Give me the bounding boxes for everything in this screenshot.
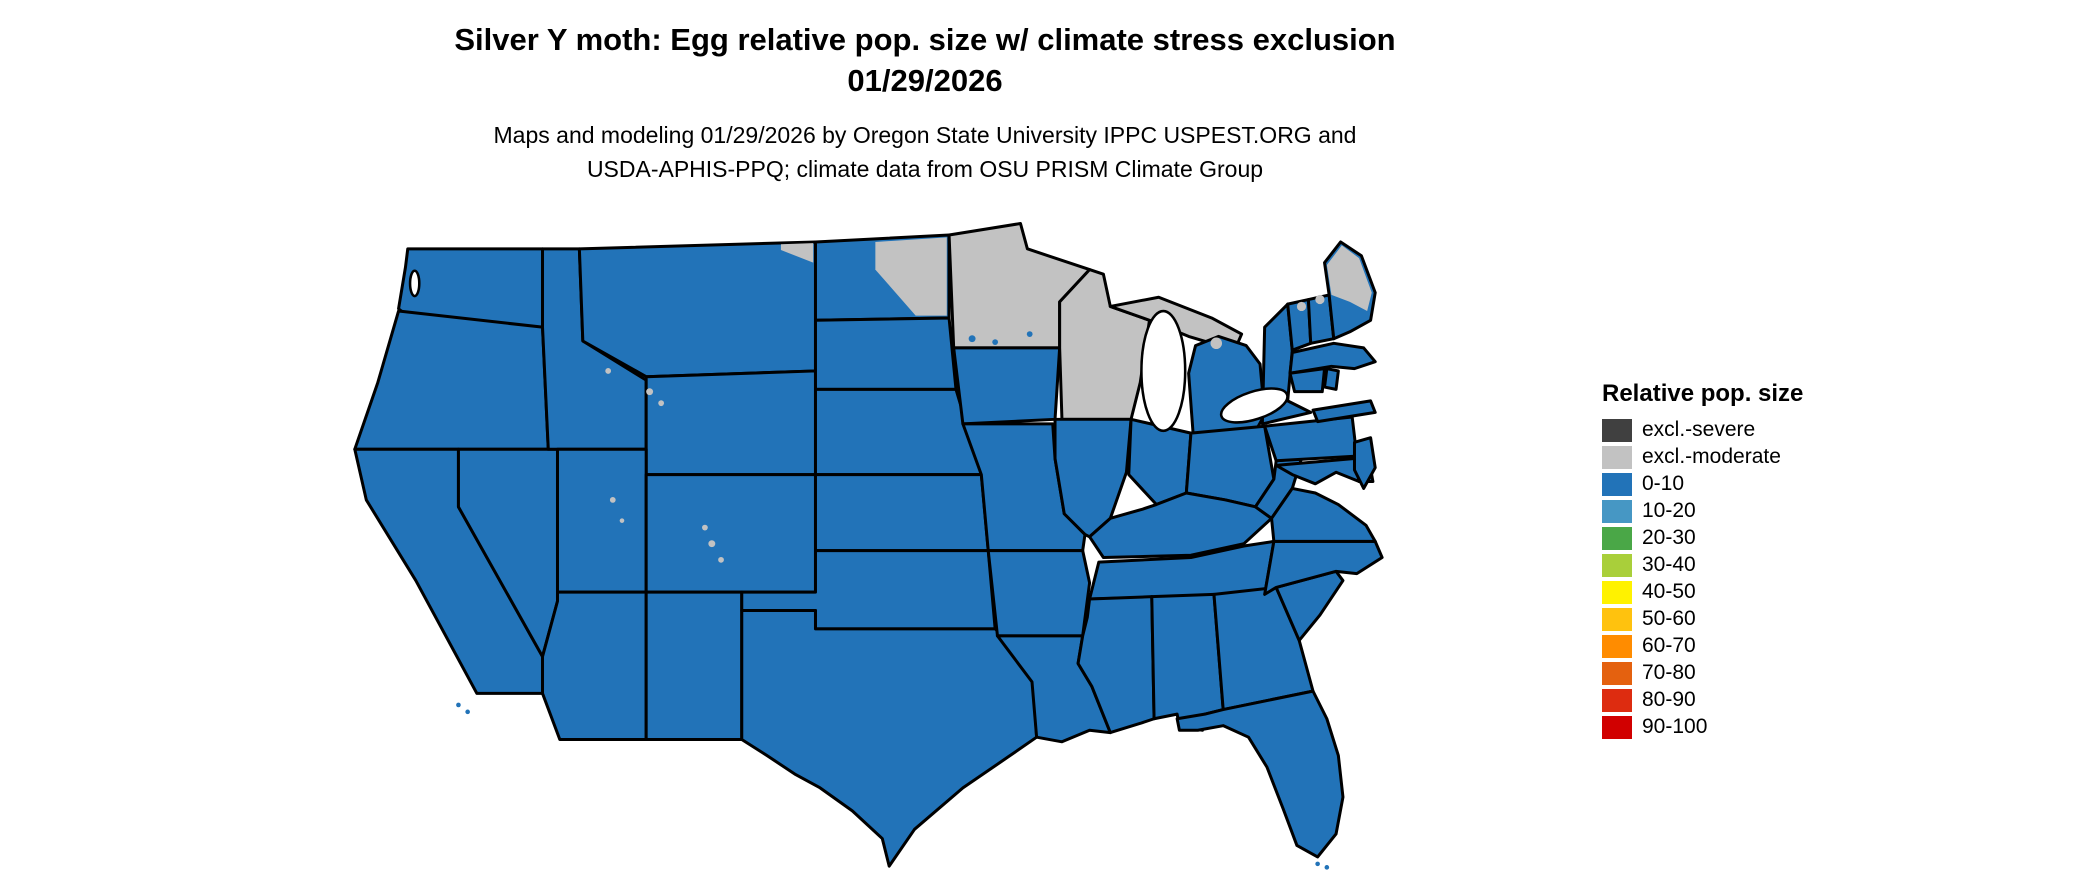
minnesota-lake-speckle (968, 335, 976, 343)
state-kansas (813, 473, 990, 553)
legend-label: 80-90 (1642, 688, 1696, 711)
lake-erie (1219, 387, 1289, 424)
state-indiana (1127, 417, 1193, 507)
legend-label: excl.-severe (1642, 418, 1756, 441)
exclusion-rockies-speckle (609, 497, 616, 503)
legend-label: 20-30 (1642, 526, 1696, 549)
channel-islands (465, 709, 470, 715)
state-rhode-island (1323, 367, 1340, 391)
state-utah (555, 447, 648, 594)
legend-label: 40-50 (1642, 580, 1696, 603)
state-new-jersey (1352, 436, 1377, 490)
title-line-1: Silver Y moth: Egg relative pop. size w/… (454, 22, 1396, 57)
page-title: Silver Y moth: Egg relative pop. size w/… (250, 20, 1600, 102)
exclusion-north-dakota-northeast (875, 237, 947, 316)
state-alabama (1150, 592, 1225, 732)
florida-keys (1315, 861, 1320, 867)
legend-swatch (1602, 661, 1632, 685)
state-pennsylvania (1263, 415, 1359, 463)
exclusion-rockies-speckle (708, 540, 716, 548)
legend-swatch (1602, 472, 1632, 496)
puget-sound (408, 269, 421, 298)
state-arizona (541, 590, 648, 741)
subtitle-line-2: USDA-APHIS-PPQ; climate data from OSU PR… (586, 156, 1264, 183)
legend-label: 70-80 (1642, 661, 1696, 684)
legend-swatch (1602, 688, 1632, 712)
subtitle-line-1: Maps and modeling 01/29/2026 by Oregon S… (493, 121, 1357, 148)
legend-item: excl.-severe (1602, 418, 1882, 442)
legend-label: 60-70 (1642, 634, 1696, 657)
legend-label: excl.-moderate (1642, 445, 1781, 468)
state-connecticut (1288, 367, 1327, 394)
state-kentucky (1088, 491, 1274, 560)
legend-swatch (1602, 715, 1632, 739)
legend-swatch (1602, 445, 1632, 469)
exclusion-rockies-speckle (646, 388, 654, 396)
state-nebraska (813, 387, 983, 477)
legend-swatch (1602, 607, 1632, 631)
legend-item: 80-90 (1602, 688, 1882, 712)
state-montana (577, 240, 817, 379)
page-subtitle: Maps and modeling 01/29/2026 by Oregon S… (250, 118, 1600, 187)
legend-swatch (1602, 634, 1632, 658)
legend-item: excl.-moderate (1602, 445, 1882, 469)
state-florida (1175, 689, 1345, 859)
legend-title: Relative pop. size (1602, 380, 1804, 407)
exclusion-rockies-speckle (619, 518, 625, 523)
exclusion-vermont-patch (1296, 301, 1307, 312)
legend-label: 10-20 (1642, 499, 1696, 522)
legend-label: 90-100 (1642, 715, 1708, 738)
legend-items: excl.-severe excl.-moderate 0-10 10-20 20-30… (1602, 418, 1882, 739)
minnesota-lake-speckle (992, 339, 999, 346)
long-island (1311, 399, 1377, 424)
channel-islands (456, 702, 461, 708)
state-texas (740, 608, 1039, 868)
legend-swatch (1602, 499, 1632, 523)
legend-swatch (1602, 580, 1632, 604)
state-south-dakota (813, 316, 958, 391)
exclusion-rockies-speckle (702, 524, 708, 531)
legend-label: 30-40 (1642, 553, 1696, 576)
state-arkansas (986, 549, 1092, 638)
legend-item: 70-80 (1602, 661, 1882, 685)
map-container (300, 212, 1430, 880)
exclusion-maine-north (1326, 245, 1372, 312)
legend-item: 30-40 (1602, 553, 1882, 577)
legend: Relative pop. size excl.-severe excl.-mod… (1602, 380, 1882, 742)
exclusion-michigan-tip-patch (1210, 337, 1223, 350)
state-new-mexico (644, 590, 744, 741)
legend-swatch (1602, 526, 1632, 550)
legend-item: 10-20 (1602, 499, 1882, 523)
legend-item: 0-10 (1602, 472, 1882, 496)
exclusion-new-hampshire-patch (1315, 294, 1325, 305)
state-iowa (952, 346, 1062, 426)
legend-swatch (1602, 553, 1632, 577)
exclusion-montana-north-sliver (780, 243, 814, 263)
state-oregon (353, 309, 550, 451)
legend-item: 40-50 (1602, 580, 1882, 604)
legend-label: 0-10 (1642, 472, 1685, 495)
legend-label: 50-60 (1642, 607, 1696, 630)
state-north-carolina (1263, 539, 1384, 596)
legend-item: 90-100 (1602, 715, 1882, 739)
legend-swatch (1602, 418, 1632, 442)
state-virginia (1270, 486, 1377, 543)
exclusion-rockies-speckle (718, 556, 724, 563)
legend-item: 50-60 (1602, 607, 1882, 631)
legend-item: 20-30 (1602, 526, 1882, 550)
florida-keys (1324, 865, 1330, 870)
minnesota-lake-speckle (1026, 331, 1033, 337)
exclusion-rockies-speckle (658, 400, 665, 407)
us-map (353, 222, 1384, 870)
exclusion-rockies-speckle (605, 368, 612, 374)
title-block: Silver Y moth: Egg relative pop. size w/… (250, 20, 1600, 187)
legend-item: 60-70 (1602, 634, 1882, 658)
state-wisconsin (1058, 268, 1151, 421)
title-line-2: 01/29/2026 (847, 62, 1003, 98)
lake-michigan (1140, 309, 1187, 433)
state-colorado (644, 473, 817, 594)
state-wyoming (644, 369, 817, 477)
